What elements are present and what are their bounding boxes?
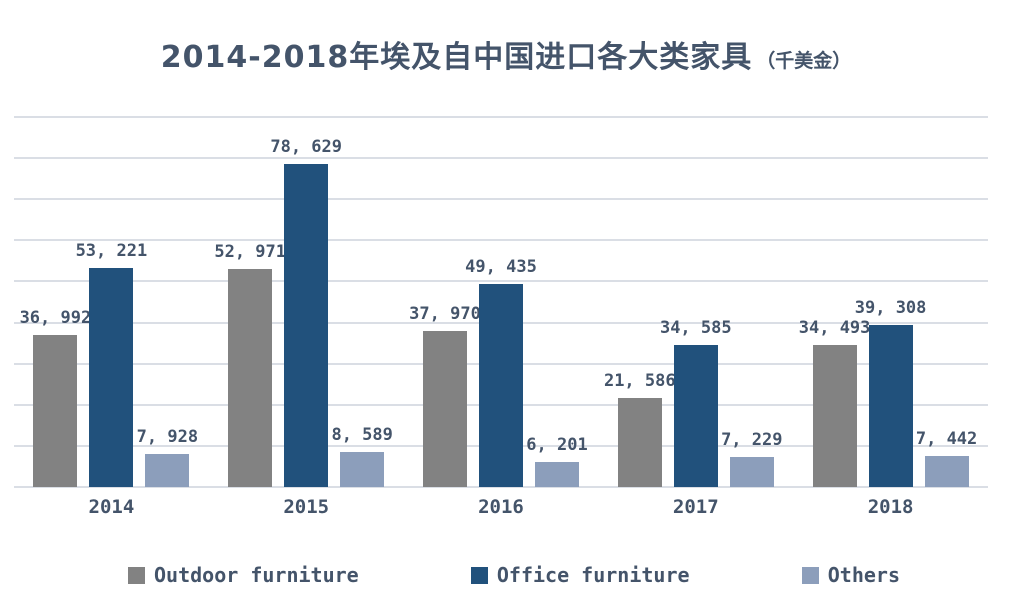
x-tick-2016: 2016 (478, 496, 524, 518)
legend: Outdoor furniture Office furniture Others (0, 563, 1012, 587)
bar-office-furniture-2014: 53, 221 (76, 241, 147, 487)
bar-label-office-furniture-2016: 49, 435 (465, 256, 537, 277)
bar-office-furniture-2018: 39, 308 (855, 298, 926, 487)
bar-label-outdoor-furniture-2017: 21, 586 (603, 371, 676, 392)
gridline-70000 (14, 198, 988, 201)
bar-group-2016: 37, 970 49, 435 6, 201 (404, 117, 599, 487)
plot-area: 36, 992 53, 221 7, 928 52, 971 78, 629 8, 589… (14, 116, 988, 488)
bar-label-office-furniture-2018: 39, 308 (854, 298, 927, 319)
bar-office-furniture-2016: 49, 435 (465, 257, 537, 487)
legend-item-others: Others (801, 563, 900, 587)
bar-label-outdoor-furniture-2018: 34, 493 (798, 318, 871, 339)
legend-swatch-outdoor-furniture (128, 566, 145, 584)
chart-title: 2014-2018年埃及自中国进口各大类家具 （千美金） (0, 32, 1012, 76)
legend-swatch-others (801, 566, 819, 584)
bar-group-2015: 52, 971 78, 629 8, 589 (209, 117, 404, 487)
gridline-80000 (14, 157, 988, 160)
legend-swatch-office-furniture (470, 566, 488, 584)
bar-outdoor-furniture-2017: 21, 586 (604, 371, 676, 487)
bar-label-others-2014: 7, 928 (136, 427, 199, 448)
chart-title-unit: （千美金） (756, 50, 852, 72)
legend-label-others: Others (827, 563, 900, 587)
bar-outdoor-furniture-2018: 34, 493 (799, 318, 870, 487)
bar-outdoor-furniture-2014: 36, 992 (20, 308, 91, 487)
bar-office-furniture-2015: 78, 629 (270, 137, 342, 487)
bar-label-outdoor-furniture-2014: 36, 992 (19, 307, 92, 328)
bar-label-others-2015: 8, 589 (331, 424, 393, 445)
legend-item-office-furniture: Office furniture (470, 563, 690, 587)
legend-label-outdoor-furniture: Outdoor furniture (154, 563, 359, 587)
bar-label-others-2016: 6, 201 (526, 434, 588, 455)
bar-others-2015: 8, 589 (331, 425, 393, 487)
bar-others-2016: 6, 201 (526, 435, 588, 487)
x-tick-2018: 2018 (867, 496, 914, 518)
bar-outdoor-furniture-2016: 37, 970 (409, 304, 481, 487)
bar-label-outdoor-furniture-2016: 37, 970 (409, 303, 481, 324)
gridline-60000 (14, 239, 988, 242)
bar-office-furniture-2017: 34, 585 (660, 318, 732, 487)
bar-groups: 36, 992 53, 221 7, 928 52, 971 78, 629 8, 589… (14, 117, 988, 487)
chart-title-text: 2014-2018年埃及自中国进口各大类家具 (160, 40, 753, 75)
bar-others-2018: 7, 442 (916, 429, 977, 487)
bar-others-2014: 7, 928 (137, 427, 198, 487)
gridline-90000 (14, 116, 988, 118)
bar-label-outdoor-furniture-2015: 52, 971 (214, 242, 287, 263)
legend-item-outdoor-furniture: Outdoor furniture (128, 563, 359, 587)
x-tick-2015: 2015 (283, 496, 330, 518)
x-tick-2017: 2017 (672, 496, 719, 518)
bar-others-2017: 7, 229 (721, 430, 782, 487)
gridline-0 (14, 486, 988, 488)
x-axis: 2014 2015 2016 2017 2018 (14, 496, 988, 518)
bar-label-office-furniture-2014: 53, 221 (75, 241, 148, 262)
gridline-50000 (14, 280, 988, 283)
bar-group-2017: 21, 586 34, 585 7, 229 (598, 117, 793, 487)
bar-group-2018: 34, 493 39, 308 7, 442 (793, 117, 988, 487)
bar-label-others-2017: 7, 229 (721, 430, 783, 451)
legend-label-office-furniture: Office furniture (496, 563, 690, 587)
bar-label-others-2018: 7, 442 (915, 429, 978, 450)
bar-group-2014: 36, 992 53, 221 7, 928 (14, 117, 209, 487)
bar-label-office-furniture-2017: 34, 585 (659, 317, 732, 338)
bar-outdoor-furniture-2015: 52, 971 (214, 242, 286, 487)
x-tick-2014: 2014 (88, 496, 135, 518)
bar-label-office-furniture-2015: 78, 629 (270, 136, 343, 157)
